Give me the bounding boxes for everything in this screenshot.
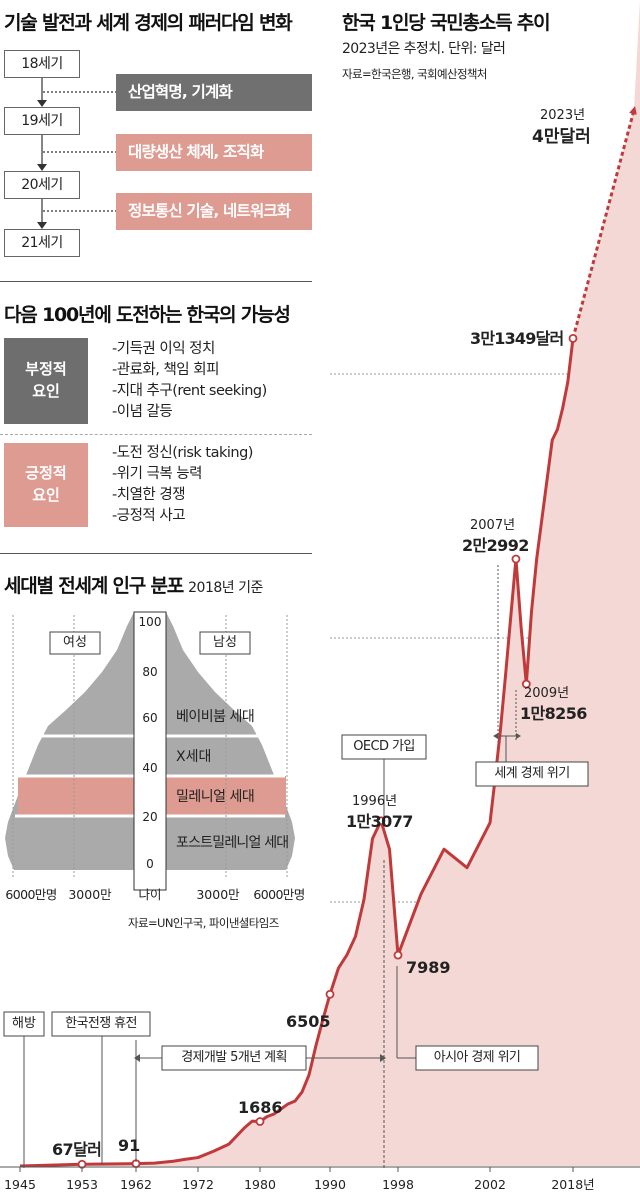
list-item: -이념 갈등 <box>112 404 173 420</box>
pyramid-heading: 세대별 전세계 인구 분포 2018년 기준 <box>4 571 263 598</box>
label-2007-year: 2007년 <box>470 518 516 533</box>
list-item: -기득권 이익 정치 <box>112 341 215 357</box>
label-2018: 3만1349달러 <box>470 329 564 348</box>
data-point-2009 <box>521 679 531 689</box>
label-2009-value: 1만8256 <box>520 704 587 723</box>
label-2023-value: 4만달러 <box>532 127 591 147</box>
label-1980: 1686 <box>238 1098 283 1117</box>
pyramid-title: 세대별 전세계 인구 분포 <box>4 575 184 597</box>
tick-right-60m: 6000만명 <box>253 887 305 902</box>
gen-babyboom: 베이비붐 세대 <box>176 709 255 725</box>
label-1962: 91 <box>118 1136 141 1155</box>
label-1990: 6505 <box>286 1012 331 1031</box>
era-ict: 정보통신 기술, 네트워크화 <box>116 193 312 230</box>
label-2009-year: 2009년 <box>524 686 570 701</box>
data-point-1980 <box>255 1117 265 1126</box>
x-tick-label: 1953 <box>66 1177 98 1192</box>
paradigm-title: 기술 발전과 세계 경제의 패러다임 변화 <box>4 12 293 34</box>
label-2023-year: 2023년 <box>540 108 586 123</box>
age-axis <box>133 611 167 891</box>
x-tick-label: 1998 <box>382 1177 414 1192</box>
label-2007-value: 2만2992 <box>462 536 529 555</box>
tick-left-60m: 6000만명 <box>5 887 57 902</box>
factors-divider <box>0 434 312 435</box>
list-item: -관료화, 책임 회피 <box>112 362 219 378</box>
century-21: 21세기 <box>4 229 80 257</box>
gni-projection-area <box>573 0 640 1166</box>
pyramid-source: 자료=UN인구국, 파이낸셜타임즈 <box>128 916 279 930</box>
negative-label-1: 부정적 <box>25 360 67 379</box>
gni-subtitle: 2023년은 추정치. 단위: 달러 <box>342 41 506 57</box>
female-label: 여성 <box>63 635 87 650</box>
divider-1 <box>0 281 312 282</box>
event-five-year-plan: 경제개발 5개년 계획 <box>181 1050 287 1065</box>
svg-text:80: 80 <box>142 665 157 679</box>
data-point-1990 <box>325 989 335 999</box>
gni-projection-line <box>571 106 637 339</box>
x-tick-label: 1962 <box>120 1177 152 1192</box>
negative-label-2: 요인 <box>32 382 60 400</box>
age-ticks: 100 80 60 40 20 0 <box>139 615 162 871</box>
event-oecd: OECD 가입 <box>353 739 415 754</box>
millennial-band-left <box>18 776 134 816</box>
list-item: -도전 정신(risk taking) <box>112 445 253 461</box>
event-asian-crisis: 아시아 경제 위기 <box>433 1050 521 1065</box>
era-industrial: 산업혁명, 기계화 <box>116 74 312 111</box>
positive-factor-list: -도전 정신(risk taking) -위기 극복 능력 -치열한 경쟁 -긍… <box>112 443 253 527</box>
negative-factor-list: -기득권 이익 정치 -관료화, 책임 회피 -지대 추구(rent seeki… <box>112 339 267 423</box>
age-axis-label: 나이 <box>138 887 162 902</box>
list-item: -치열한 경쟁 <box>112 487 186 503</box>
event-global-crisis: 세계 경제 위기 <box>494 766 570 781</box>
x-tick-label: 1980 <box>244 1177 276 1192</box>
data-point-2018 <box>568 333 578 343</box>
gen-x: X세대 <box>176 749 212 765</box>
gni-line <box>19 338 575 1168</box>
pyramid-subtitle: 2018년 기준 <box>188 580 263 596</box>
event-liberation: 해방 <box>12 1016 36 1031</box>
label-1998: 7989 <box>406 958 451 977</box>
x-tick-label: 1945 <box>4 1177 36 1192</box>
x-tick-label: 1972 <box>182 1177 214 1192</box>
x-tick-label: 1990 <box>314 1177 346 1192</box>
tick-right-30m: 3000만 <box>196 887 240 902</box>
male-label: 남성 <box>213 635 237 650</box>
positive-label-1: 긍정적 <box>25 464 67 483</box>
data-point-1998 <box>393 950 403 960</box>
gni-area <box>20 338 573 1166</box>
list-item: -위기 극복 능력 <box>112 466 202 482</box>
list-item: -지대 추구(rent seeking) <box>112 383 267 399</box>
gen-millennial: 밀레니얼 세대 <box>176 789 255 805</box>
data-point-1996 <box>376 816 386 826</box>
svg-text:20: 20 <box>142 810 157 824</box>
paradigm-arrows <box>37 78 116 229</box>
data-point-2007 <box>511 554 521 564</box>
svg-text:60: 60 <box>142 711 157 725</box>
divider-2 <box>0 553 312 554</box>
label-1996-value: 1만3077 <box>346 812 413 831</box>
list-item: -긍정적 사고 <box>112 508 186 524</box>
tick-left-30m: 3000만 <box>68 887 112 902</box>
century-18: 18세기 <box>4 50 80 78</box>
label-1996-year: 1996년 <box>352 794 398 809</box>
century-20: 20세기 <box>4 171 80 199</box>
factors-title: 다음 100년에 도전하는 한국의 가능성 <box>4 304 291 326</box>
event-armistice: 한국전쟁 휴전 <box>65 1016 137 1031</box>
x-tick-label: 2018년 <box>551 1177 594 1192</box>
positive-label-2: 요인 <box>32 486 60 504</box>
gni-title: 한국 1인당 국민총소득 추이 <box>342 12 551 34</box>
era-mass-production: 대량생산 체제, 조직화 <box>116 134 312 171</box>
label-1953: 67달러 <box>52 1140 102 1159</box>
gni-source: 자료=한국은행, 국회예산정책처 <box>342 67 487 81</box>
svg-text:40: 40 <box>142 761 157 775</box>
x-tick-label: 2002 <box>474 1177 506 1192</box>
population-pyramid: 100 80 60 40 20 0 <box>5 611 295 891</box>
svg-text:100: 100 <box>139 615 162 629</box>
century-19: 19세기 <box>4 107 80 135</box>
gen-postmillennial: 포스트밀레니얼 세대 <box>176 835 289 851</box>
svg-text:0: 0 <box>146 857 154 871</box>
